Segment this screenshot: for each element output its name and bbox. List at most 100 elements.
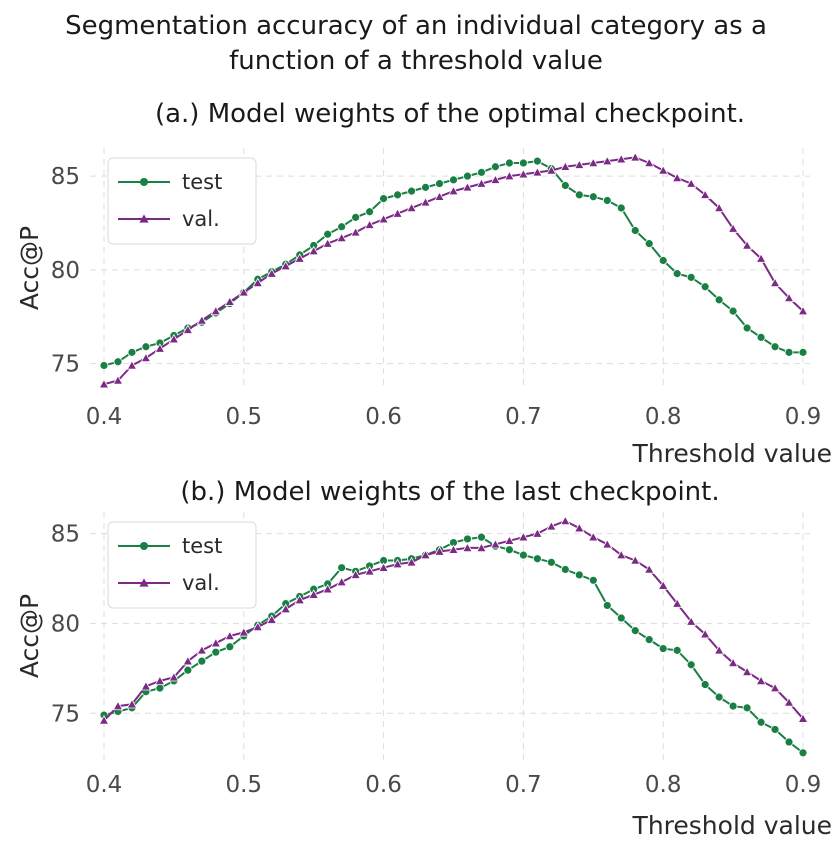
data-point bbox=[671, 598, 683, 608]
data-point bbox=[560, 565, 570, 574]
data-point bbox=[574, 570, 584, 580]
data-point bbox=[224, 296, 236, 306]
data-point bbox=[420, 549, 431, 560]
data-point bbox=[463, 171, 472, 181]
data-point bbox=[602, 196, 612, 205]
data-point bbox=[140, 352, 152, 363]
data-point bbox=[713, 644, 725, 655]
data-point bbox=[168, 671, 180, 682]
data-point bbox=[322, 238, 333, 248]
data-point bbox=[238, 286, 250, 297]
data-point bbox=[643, 564, 655, 574]
legend-label-val: val. bbox=[182, 571, 220, 595]
data-point bbox=[742, 323, 752, 333]
data-point bbox=[784, 737, 794, 747]
data-point bbox=[462, 181, 473, 192]
data-point bbox=[686, 660, 696, 670]
data-point bbox=[448, 185, 459, 196]
data-point bbox=[406, 202, 417, 213]
data-point bbox=[798, 347, 808, 357]
data-point bbox=[797, 305, 809, 316]
data-point bbox=[602, 155, 613, 166]
figure-title-line-1: Segmentation accuracy of an individual c… bbox=[65, 11, 767, 41]
data-point bbox=[225, 642, 235, 652]
data-point bbox=[615, 549, 627, 560]
data-point bbox=[699, 628, 711, 639]
data-point bbox=[658, 644, 668, 653]
data-point bbox=[378, 562, 389, 572]
data-point bbox=[657, 165, 669, 175]
legend-label-test: test bbox=[182, 534, 222, 558]
series-val bbox=[98, 515, 809, 725]
data-point bbox=[657, 580, 669, 590]
data-point bbox=[434, 546, 445, 556]
legend: test val. bbox=[107, 521, 257, 609]
data-point bbox=[322, 583, 333, 594]
data-point bbox=[714, 295, 724, 305]
data-point bbox=[392, 558, 403, 569]
data-point bbox=[630, 226, 640, 235]
y-tick-label: 85 bbox=[51, 522, 80, 548]
legend-marker-test bbox=[140, 178, 148, 186]
data-point bbox=[155, 683, 165, 693]
data-point bbox=[700, 282, 710, 292]
data-point bbox=[770, 725, 780, 734]
data-point bbox=[140, 680, 152, 691]
data-point bbox=[308, 245, 319, 256]
data-point bbox=[323, 229, 333, 239]
y-axis-label: Acc@P bbox=[15, 594, 44, 678]
data-point bbox=[364, 219, 375, 229]
data-point bbox=[532, 166, 543, 177]
data-point bbox=[686, 272, 696, 282]
data-point bbox=[672, 645, 682, 655]
x-tick-label: 0.9 bbox=[785, 772, 822, 798]
data-point bbox=[154, 343, 166, 353]
data-point bbox=[588, 192, 598, 202]
y-tick-label: 85 bbox=[51, 164, 80, 190]
y-axis-label: Acc@P bbox=[15, 226, 44, 310]
data-point bbox=[308, 589, 319, 599]
data-point bbox=[658, 256, 668, 265]
legend-label-val: val. bbox=[182, 207, 220, 231]
data-point bbox=[126, 698, 138, 709]
data-point bbox=[365, 207, 375, 217]
data-point bbox=[741, 666, 753, 677]
data-point bbox=[629, 151, 641, 162]
data-point bbox=[126, 360, 138, 370]
data-point bbox=[797, 713, 809, 723]
data-point bbox=[99, 361, 109, 370]
x-tick-label: 0.5 bbox=[225, 404, 262, 430]
data-point bbox=[546, 557, 556, 567]
panel-title: (b.) Model weights of the last checkpoin… bbox=[180, 477, 719, 507]
data-point bbox=[280, 603, 292, 614]
data-point bbox=[574, 190, 584, 200]
data-point bbox=[574, 159, 585, 169]
data-point bbox=[294, 253, 305, 263]
data-point bbox=[518, 531, 529, 542]
data-point bbox=[210, 637, 222, 648]
data-point bbox=[434, 191, 445, 201]
data-point bbox=[266, 614, 278, 624]
data-point bbox=[182, 655, 194, 666]
data-point bbox=[477, 167, 486, 177]
series-val bbox=[98, 151, 809, 389]
x-tick-label: 0.9 bbox=[785, 404, 822, 430]
figure-title-line-2: function of a threshold value bbox=[229, 46, 603, 76]
data-point bbox=[532, 554, 542, 564]
legend-marker-test bbox=[140, 542, 148, 550]
data-point bbox=[476, 542, 487, 553]
data-point bbox=[462, 542, 473, 553]
data-point bbox=[378, 213, 389, 224]
data-point bbox=[713, 202, 725, 213]
data-point bbox=[421, 182, 430, 192]
panel-title: (a.) Model weights of the optimal checkp… bbox=[155, 99, 745, 129]
data-point bbox=[407, 186, 416, 196]
legend-label-test: test bbox=[182, 170, 222, 194]
data-point bbox=[643, 157, 655, 168]
data-point bbox=[364, 565, 375, 576]
x-tick-label: 0.7 bbox=[505, 404, 542, 430]
data-point bbox=[224, 630, 236, 641]
data-point bbox=[615, 153, 627, 164]
data-point bbox=[351, 212, 361, 222]
